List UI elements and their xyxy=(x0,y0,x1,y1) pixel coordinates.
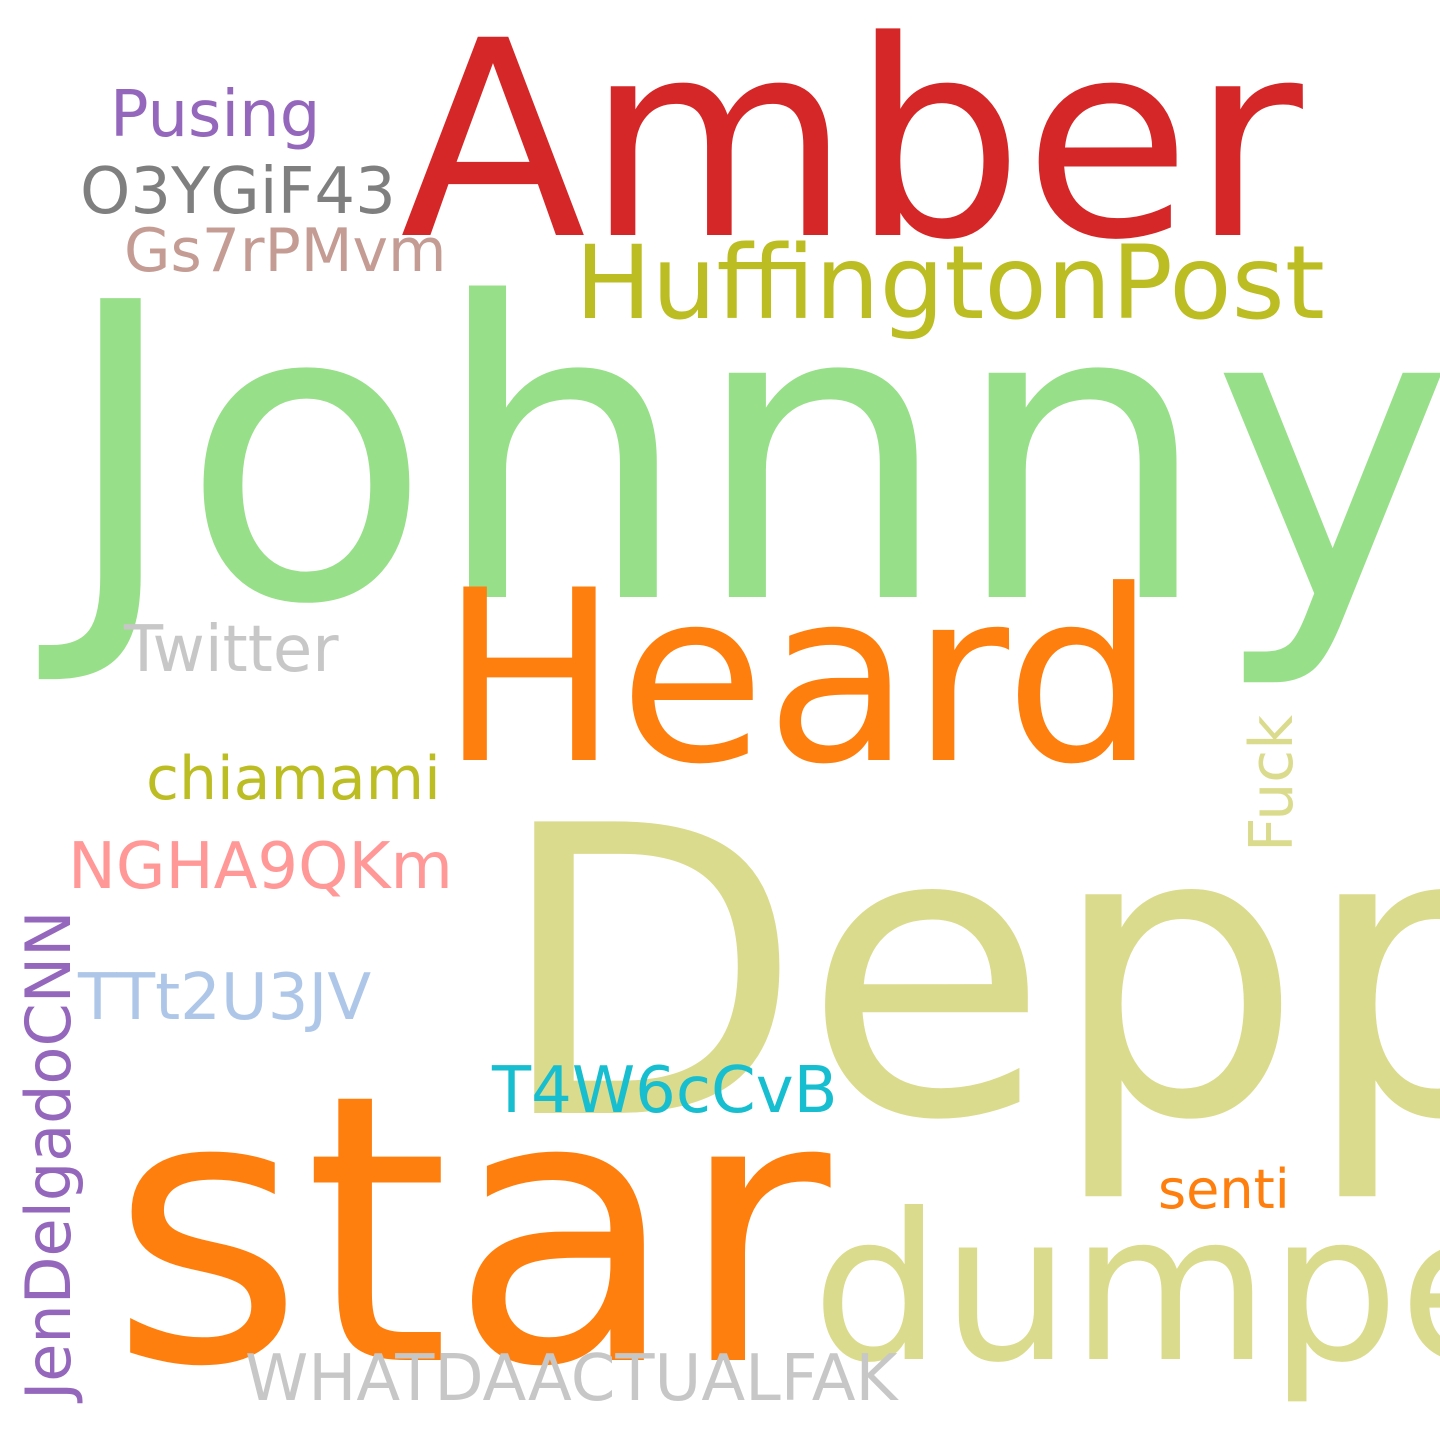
word-ttt2u3jv: TTt2U3JV xyxy=(78,961,372,1035)
word-amber: Amber xyxy=(400,0,1303,300)
word-ngha9qkm: NGHA9QKm xyxy=(68,830,453,904)
word-johnny: Johnny xyxy=(60,216,1440,694)
word-t4w6ccvb: T4W6cCvB xyxy=(492,1054,838,1128)
word-heard: Heard xyxy=(440,540,1156,817)
word-dumped: dumped xyxy=(812,1171,1440,1408)
word-gs7rpmvm: Gs7rPMvm xyxy=(124,216,447,286)
word-star: star xyxy=(110,1015,831,1440)
word-fuck: Fuck xyxy=(1237,715,1307,852)
word-twitter: Twitter xyxy=(124,613,339,687)
word-whatdaactualfak: WHATDAACTUALFAK xyxy=(245,1342,898,1416)
word-pusing: Pusing xyxy=(110,78,321,152)
word-huffingtonpost: HuffingtonPost xyxy=(575,224,1325,343)
word-senti: senti xyxy=(1158,1158,1290,1221)
word-o3ygif43: O3YGiF43 xyxy=(80,155,396,229)
word-chiamami: chiamami xyxy=(146,744,441,814)
word-jendelgadocnn: JenDelgadoCNN xyxy=(12,910,85,1400)
word-depp: Depp xyxy=(495,743,1440,1208)
